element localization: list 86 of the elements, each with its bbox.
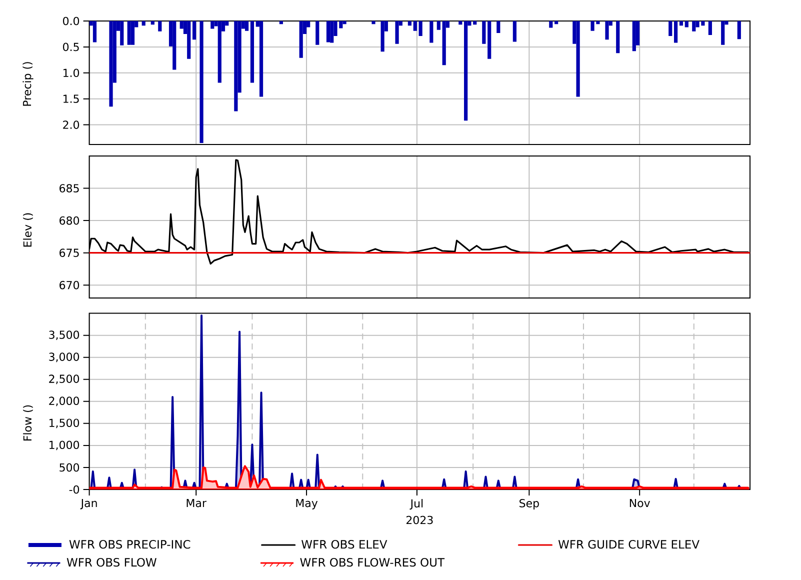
bar xyxy=(395,21,399,44)
bar xyxy=(482,21,486,44)
y-axis-title: Precip () xyxy=(22,62,34,106)
legend-label: WFR OBS FLOW-RES OUT xyxy=(300,558,445,567)
legend-label: WFR OBS FLOW xyxy=(66,558,156,567)
bar xyxy=(244,21,249,31)
bar xyxy=(436,21,440,30)
y-tick-label: -0 xyxy=(69,485,80,494)
bar xyxy=(549,21,553,28)
bar xyxy=(684,21,688,28)
x-tick-label: Jan xyxy=(80,499,97,510)
bar xyxy=(316,21,320,45)
y-tick-label: 0.0 xyxy=(63,16,80,26)
bar xyxy=(408,21,412,26)
bar xyxy=(554,21,558,24)
bar xyxy=(442,21,446,66)
bar xyxy=(576,21,580,97)
y-tick-label: 680 xyxy=(60,216,80,225)
bar xyxy=(127,21,131,45)
bar xyxy=(632,21,636,52)
x-tick-label: Nov xyxy=(630,499,650,508)
bar xyxy=(109,21,113,107)
bar xyxy=(250,21,254,83)
y-axis-title: Flow () xyxy=(23,405,33,441)
y-tick-label: 1.5 xyxy=(63,94,79,103)
bar xyxy=(413,21,417,31)
bar xyxy=(430,21,434,43)
bar xyxy=(605,21,609,40)
y-tick-label: 0.5 xyxy=(63,42,79,52)
y-tick-label: 3,500 xyxy=(49,330,80,340)
bar xyxy=(279,21,283,24)
bar xyxy=(218,21,222,83)
bar xyxy=(668,21,672,36)
bar xyxy=(92,21,97,42)
bar xyxy=(130,21,135,45)
y-tick-label: 3,000 xyxy=(49,352,80,362)
bar xyxy=(679,21,684,26)
bar xyxy=(708,21,712,36)
bar xyxy=(172,21,176,70)
bar xyxy=(674,21,678,43)
bar xyxy=(464,21,468,121)
bar xyxy=(326,21,330,42)
y-tick-label: 1,000 xyxy=(49,440,80,450)
bar xyxy=(330,21,334,43)
legend-label: WFR GUIDE CURVE ELEV xyxy=(558,540,700,549)
bar xyxy=(187,21,191,59)
bar xyxy=(158,21,162,32)
bar xyxy=(192,21,196,40)
bar xyxy=(473,21,477,25)
bar xyxy=(299,21,303,58)
bar xyxy=(737,21,741,40)
x-tick-label: Sep xyxy=(520,499,539,510)
bar xyxy=(234,21,238,112)
bar xyxy=(721,21,725,45)
y-tick-label: 1.0 xyxy=(63,68,80,78)
x-axis-title: 2023 xyxy=(406,516,433,524)
y-tick-label: 670 xyxy=(60,280,80,290)
y-tick-label: 2,500 xyxy=(49,374,80,384)
y-tick-label: 2,000 xyxy=(49,396,80,406)
y-tick-label: 2.0 xyxy=(63,120,80,129)
bar xyxy=(342,21,346,24)
bar xyxy=(372,21,376,24)
bar xyxy=(488,21,492,59)
bar xyxy=(210,21,214,29)
bar xyxy=(380,21,384,52)
x-tick-label: Mar xyxy=(186,499,206,508)
bar xyxy=(200,21,204,143)
legend-label: WFR OBS ELEV xyxy=(301,540,388,549)
bar xyxy=(142,21,146,26)
y-tick-label: 675 xyxy=(60,248,79,257)
y-tick-label: 500 xyxy=(60,463,80,472)
x-tick-label: May xyxy=(296,499,318,510)
legend-label: WFR OBS PRECIP-INC xyxy=(69,540,190,549)
bar xyxy=(120,21,124,46)
bar xyxy=(496,21,500,33)
bar xyxy=(150,21,154,25)
bar xyxy=(458,21,462,25)
bar xyxy=(418,21,422,36)
bar xyxy=(512,21,516,42)
bar xyxy=(692,21,696,32)
y-tick-label: 1,500 xyxy=(49,418,80,428)
bar xyxy=(259,21,264,97)
x-tick-label: Jul xyxy=(410,499,423,510)
y-axis-title: Elev () xyxy=(23,213,33,247)
bar xyxy=(616,21,620,54)
y-tick-label: 685 xyxy=(60,184,79,192)
